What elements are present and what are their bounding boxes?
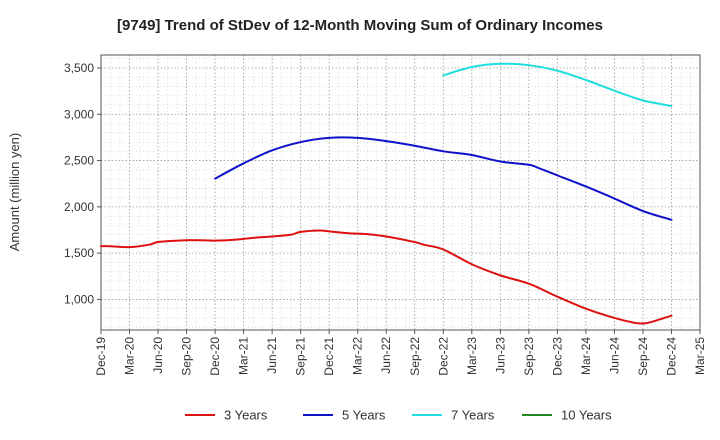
x-tick-label: Dec-22 — [436, 337, 450, 376]
legend-label: 10 Years — [561, 408, 612, 423]
x-tick-label: Mar-22 — [351, 337, 365, 375]
x-tick-label: Dec-19 — [94, 337, 108, 376]
x-tick-label: Jun-21 — [265, 337, 279, 374]
x-tick-label: Dec-21 — [322, 337, 336, 376]
x-axis-ticks: Dec-19 Mar-20 Jun-20 Sep-20 Dec-20 Mar-21 Jun-… — [94, 330, 707, 376]
y-tick-label: 2,500 — [64, 154, 94, 168]
x-tick-label: Sep-24 — [636, 337, 650, 376]
x-tick-label: Jun-20 — [151, 337, 165, 374]
plot-area — [100, 54, 701, 331]
x-tick-label: Sep-23 — [522, 337, 536, 376]
series-lines — [100, 62, 673, 325]
x-tick-label: Dec-20 — [208, 337, 222, 376]
series-line-5-years — [214, 136, 673, 221]
y-axis-ticks: 1,000 1,500 2,000 2,500 3,000 3,500 — [64, 61, 101, 306]
x-tick-label: Jun-24 — [607, 337, 621, 374]
x-tick-label: Sep-22 — [408, 337, 422, 376]
y-tick-label: 1,000 — [64, 292, 94, 306]
legend: 3 Years 5 Years 7 Years 10 Years — [185, 408, 612, 423]
y-tick-label: 1,500 — [64, 246, 94, 260]
y-axis-label: Amount (million yen) — [7, 133, 22, 252]
x-tick-label: Mar-25 — [693, 337, 707, 375]
legend-label: 7 Years — [451, 408, 495, 423]
x-tick-label: Jun-22 — [379, 337, 393, 374]
x-tick-label: Sep-20 — [180, 337, 194, 376]
x-tick-label: Sep-21 — [294, 337, 308, 376]
y-tick-label: 2,000 — [64, 200, 94, 214]
x-tick-label: Mar-23 — [465, 337, 479, 375]
y-tick-label: 3,500 — [64, 61, 94, 75]
legend-label: 3 Years — [224, 408, 268, 423]
y-tick-label: 3,000 — [64, 107, 94, 121]
x-tick-label: Dec-23 — [550, 337, 564, 376]
x-tick-label: Jun-23 — [493, 337, 507, 374]
series-line-3-years — [100, 229, 673, 325]
series-line-7-years — [442, 62, 673, 107]
grid — [100, 55, 701, 330]
legend-label: 5 Years — [342, 408, 386, 423]
x-tick-label: Mar-24 — [579, 337, 593, 375]
x-tick-label: Mar-21 — [237, 337, 251, 375]
x-tick-label: Mar-20 — [123, 337, 137, 375]
x-tick-label: Dec-24 — [664, 337, 678, 376]
chart-title: [9749] Trend of StDev of 12-Month Moving… — [117, 17, 603, 34]
